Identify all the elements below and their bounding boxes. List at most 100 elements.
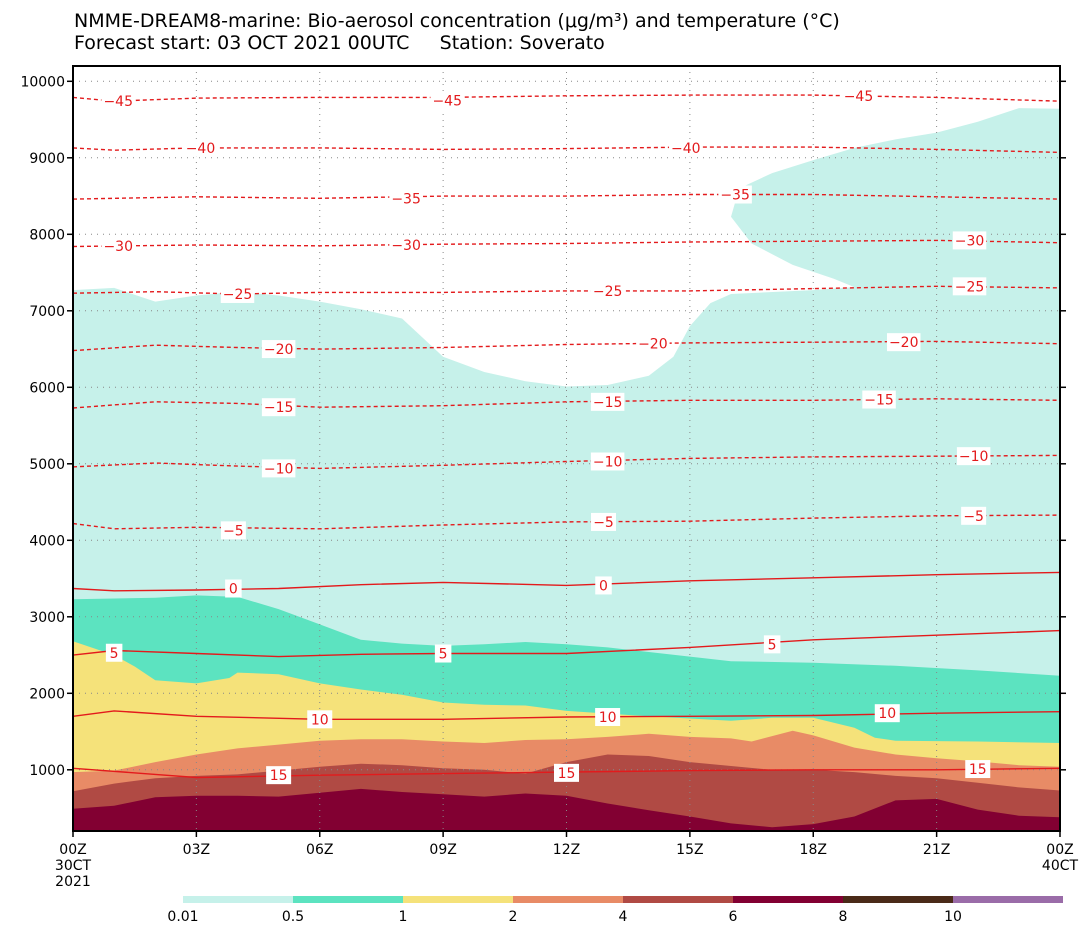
colorbar: 0.01 0.5 1 2 4 6 8 10 xyxy=(167,896,1063,925)
contour-label: 15 xyxy=(558,766,576,782)
contour-label-bg xyxy=(183,138,218,157)
colorbar-swatch xyxy=(953,896,1063,903)
contour-label: −25 xyxy=(955,279,985,295)
x-tick-label: 03Z xyxy=(183,842,210,858)
x-tick-label: 00Z xyxy=(1046,842,1073,858)
contour-label-bg xyxy=(956,447,991,466)
x-tick-label: 18Z xyxy=(800,842,827,858)
x-tick-label: 15Z xyxy=(676,842,703,858)
axes-layer: 1000200030004000500060007000800090001000… xyxy=(20,74,1078,890)
contour-label-bg xyxy=(636,334,670,353)
contour-line-0 xyxy=(73,571,1060,592)
contour-label: −20 xyxy=(889,335,919,351)
y-tick-label: 9000 xyxy=(29,151,65,167)
contour-label: 5 xyxy=(768,637,777,653)
contour-label: −35 xyxy=(391,191,421,207)
contour-label-bg xyxy=(590,281,625,300)
contour-label-bg xyxy=(225,579,242,598)
contour-label-bg xyxy=(220,284,255,303)
contour-label-bg xyxy=(961,506,987,525)
y-tick-label: 10000 xyxy=(20,74,65,90)
contour-label-bg xyxy=(590,452,625,471)
x-date-label: 30CT xyxy=(55,858,92,874)
contour-label-bg xyxy=(965,760,991,779)
colorbar-swatch xyxy=(513,896,623,903)
x-date-label: 2021 xyxy=(55,874,91,890)
colorbar-swatch xyxy=(733,896,843,903)
contour-label: −40 xyxy=(671,141,701,157)
x-tick-label: 06Z xyxy=(306,842,333,858)
contour-label-bg xyxy=(718,185,752,204)
colorbar-swatch xyxy=(623,896,733,903)
contour-label-bg xyxy=(874,704,900,723)
colorbar-swatch xyxy=(403,896,513,903)
contour-label-bg xyxy=(591,512,617,531)
contour-label: 10 xyxy=(878,706,896,722)
contour-label-bg xyxy=(101,92,135,111)
contour-line--45 xyxy=(73,94,1060,102)
contour-label: −20 xyxy=(638,337,668,353)
contour-label: −10 xyxy=(264,461,294,477)
contour-label-bg xyxy=(430,91,464,110)
contour-label: 0 xyxy=(599,578,608,594)
contour-label-bg xyxy=(307,710,333,729)
contour-label: −15 xyxy=(864,393,894,409)
contour-label-bg xyxy=(952,231,987,250)
x-tick-label: 21Z xyxy=(923,842,950,858)
contour-line--35 xyxy=(73,193,1060,200)
contour-line--30 xyxy=(73,239,1060,248)
temperature-contour-layer: −45 −45 −45 −40 −40 −35 −35 −30 −30 −30 −25 −25 −25 −… xyxy=(73,86,1060,785)
contour-label-bg xyxy=(434,644,452,663)
contour-line-15 xyxy=(73,767,1060,779)
colorbar-swatch xyxy=(183,896,293,903)
colorbar-label: 1 xyxy=(399,909,408,925)
chart-subtitle: Forecast start: 03 OCT 2021 00UTC Statio… xyxy=(74,32,605,54)
contour-label: −5 xyxy=(593,515,614,531)
contour-label: 5 xyxy=(439,647,448,663)
contour-label-bg xyxy=(261,398,296,417)
colorbar-swatch xyxy=(293,896,403,903)
contour-label-bg xyxy=(595,576,612,595)
contour-label-bg xyxy=(841,86,876,105)
x-tick-label: 12Z xyxy=(553,842,580,858)
contour-label: −45 xyxy=(432,93,462,109)
contour-label-bg xyxy=(261,459,296,478)
contour-label-bg xyxy=(669,138,703,157)
contour-label-bg xyxy=(261,340,296,359)
contour-label: −10 xyxy=(959,449,989,465)
contour-label: −25 xyxy=(593,284,623,300)
y-tick-label: 1000 xyxy=(29,763,65,779)
contour-label: 0 xyxy=(229,581,238,597)
contour-label-bg xyxy=(595,708,621,727)
contour-label-bg xyxy=(266,766,292,785)
contour-label: −45 xyxy=(103,94,133,110)
contour-label-bg xyxy=(763,635,781,654)
contour-label: 15 xyxy=(270,768,288,784)
contour-label-bg xyxy=(101,236,135,255)
contour-label: 15 xyxy=(969,762,987,778)
colorbar-label: 2 xyxy=(509,909,518,925)
contour-label-bg xyxy=(389,189,423,208)
contour-label: −20 xyxy=(264,342,294,358)
y-tick-label: 8000 xyxy=(29,227,65,243)
colorbar-label: 10 xyxy=(944,909,962,925)
colorbar-label: 4 xyxy=(619,909,628,925)
contour-label-bg xyxy=(952,277,987,296)
contour-label: −30 xyxy=(391,238,421,254)
contour-label: −5 xyxy=(223,523,244,539)
contour-label: −30 xyxy=(955,233,985,249)
contour-label: −25 xyxy=(223,287,253,303)
colorbar-label: 8 xyxy=(839,909,848,925)
colorbar-swatch xyxy=(843,896,953,903)
contour-label-bg xyxy=(886,333,921,352)
y-tick-label: 7000 xyxy=(29,304,65,320)
contour-label: −15 xyxy=(264,400,294,416)
chart-title: NMME-DREAM8-marine: Bio-aerosol concentr… xyxy=(74,10,840,32)
contour-label: −40 xyxy=(186,141,216,157)
x-tick-label: 00Z xyxy=(59,842,86,858)
contour-label: −10 xyxy=(593,455,623,471)
contour-label-bg xyxy=(389,236,423,255)
colorbar-label: 0.01 xyxy=(167,909,198,925)
contour-label-bg xyxy=(220,521,246,540)
